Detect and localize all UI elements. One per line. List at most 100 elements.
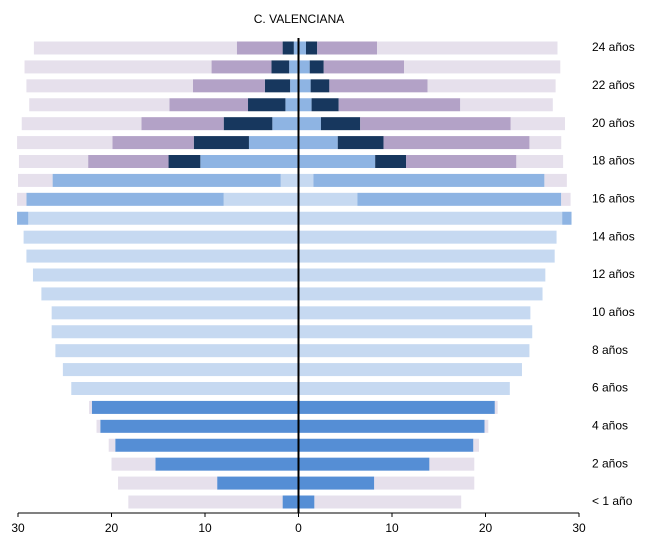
bar-segment <box>298 495 315 509</box>
bar-segment <box>96 419 101 433</box>
bar-segment <box>41 287 299 301</box>
bar-segment <box>29 98 170 112</box>
bar-segment <box>271 60 290 74</box>
bar-segment <box>494 400 498 414</box>
bar-segment <box>298 344 530 358</box>
bar-segment <box>21 117 142 131</box>
y-tick-label: 10 años <box>592 305 635 319</box>
bar-segment <box>264 79 291 93</box>
x-tick-label: 30 <box>11 521 25 535</box>
bar-segment <box>337 136 384 150</box>
bar-segment <box>298 438 474 452</box>
bar-segment <box>298 382 510 395</box>
bar-segment <box>100 419 299 433</box>
bar-segment <box>290 79 299 93</box>
bar-segment <box>71 382 299 395</box>
y-tick-label: 16 años <box>592 192 635 206</box>
bar-segment <box>298 230 557 244</box>
bar-segment <box>26 79 193 93</box>
bar-segment <box>544 173 567 187</box>
bar-segment <box>248 136 299 150</box>
bar-segment <box>62 363 299 377</box>
bar-segment <box>516 155 564 168</box>
bar-segment <box>298 192 358 206</box>
bar-segment <box>298 41 306 55</box>
bar-segment <box>473 438 479 452</box>
bar-segment <box>55 344 299 358</box>
bar-segment <box>118 476 218 490</box>
bar-segment <box>298 249 555 263</box>
bar-segment <box>298 60 310 74</box>
bar-segment <box>89 400 92 414</box>
bar-segment <box>282 41 294 55</box>
bar-segment <box>298 457 430 471</box>
bar-segment <box>211 60 272 74</box>
bar-segment <box>298 98 312 112</box>
y-tick-label: 22 años <box>592 78 635 92</box>
bar-segment <box>282 495 299 509</box>
bar-segment <box>298 287 543 301</box>
bar-segment <box>298 400 495 414</box>
bar-segment <box>18 173 53 187</box>
y-tick-label: 18 años <box>592 154 635 168</box>
x-tick-label: 0 <box>295 521 302 535</box>
bar-segment <box>427 79 556 93</box>
y-tick-label: 14 años <box>592 229 635 243</box>
y-tick-label: 6 años <box>592 381 628 395</box>
bar-segment <box>32 268 299 282</box>
bar-segment <box>17 192 27 206</box>
bar-segment <box>460 98 553 112</box>
bar-segment <box>51 325 299 339</box>
y-tick-label: 12 años <box>592 267 635 281</box>
bar-segment <box>317 41 378 55</box>
bar-segment <box>169 98 249 112</box>
y-tick-label: < 1 año <box>592 494 633 508</box>
bar-segment <box>112 136 194 150</box>
bar-segment <box>309 60 324 74</box>
x-tick-label: 30 <box>572 521 586 535</box>
bar-segment <box>305 41 318 55</box>
bar-segment <box>293 41 299 55</box>
bar-segment <box>141 117 224 131</box>
bar-segment <box>298 211 563 225</box>
bar-segment <box>314 495 462 509</box>
bar-segment <box>374 476 475 490</box>
bar-segment <box>375 155 407 168</box>
bar-segment <box>24 60 212 74</box>
x-tick-label: 10 <box>385 521 399 535</box>
y-tick-label: 8 años <box>592 343 628 357</box>
bar-segment <box>51 306 299 320</box>
bar-segment <box>298 325 533 339</box>
bar-segment <box>128 495 283 509</box>
bar-segment <box>289 60 299 74</box>
bar-segment <box>17 211 29 225</box>
bar-segment <box>88 155 169 168</box>
bar-segment <box>298 363 522 377</box>
bar-segment <box>313 173 545 187</box>
bar-segment <box>298 306 531 320</box>
bar-segment <box>311 98 339 112</box>
bar-segment <box>561 192 571 206</box>
bar-segment <box>562 211 572 225</box>
bar-segment <box>28 211 299 225</box>
bar-segment <box>193 136 249 150</box>
bar-segment <box>108 438 116 452</box>
bar-segment <box>383 136 530 150</box>
bar-segment <box>111 457 156 471</box>
bar-segment <box>298 268 546 282</box>
bar-segment <box>298 136 338 150</box>
bar-segment <box>377 41 558 55</box>
bar-segment <box>329 79 428 93</box>
bar-segment <box>484 419 489 433</box>
y-tick-label: 4 años <box>592 419 628 433</box>
y-tick-label: 2 años <box>592 456 628 470</box>
bar-segment <box>192 79 265 93</box>
bar-segment <box>310 79 330 93</box>
x-tick-label: 20 <box>479 521 493 535</box>
bar-segment <box>298 79 311 93</box>
bar-segment <box>223 117 273 131</box>
y-tick-label: 20 años <box>592 116 635 130</box>
bar-segment <box>429 457 475 471</box>
bar-segment <box>52 173 281 187</box>
